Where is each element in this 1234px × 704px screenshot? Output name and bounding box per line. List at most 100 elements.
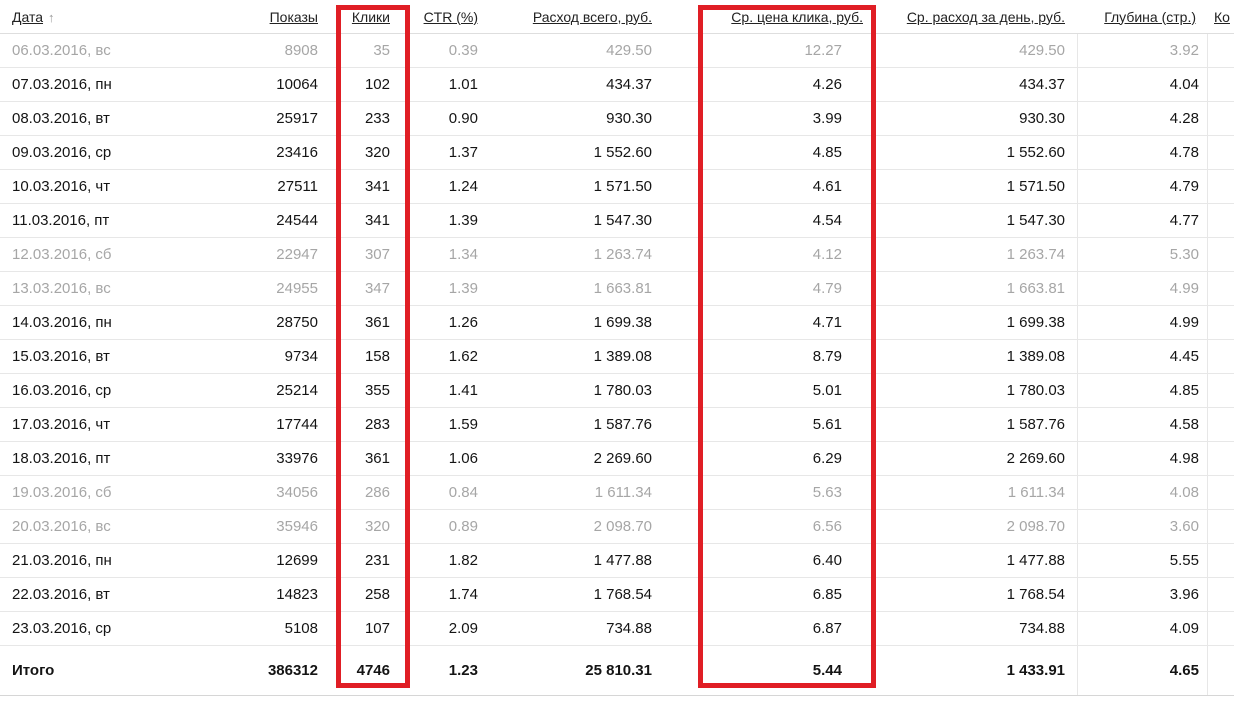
table-row: 11.03.2016, пт 24544 341 1.39 1 547.30 4…: [0, 204, 1234, 238]
column-sort-link-avg_cost_per_day[interactable]: Ср. расход за день, руб.: [906, 8, 1065, 25]
cell-avg-cost-per-day: 1 611.34: [1007, 484, 1065, 501]
cell-date: 10.03.2016, чт: [12, 178, 111, 195]
cell-depth: 4.99: [1077, 272, 1208, 305]
cell-clicks: 355: [364, 382, 390, 399]
cell-impressions: 35946: [276, 518, 318, 535]
table-row: 21.03.2016, пн 12699 231 1.82 1 477.88 6…: [0, 544, 1234, 578]
table-row: 09.03.2016, ср 23416 320 1.37 1 552.60 4…: [0, 136, 1234, 170]
cell-avg-cpc: 4.71: [812, 314, 842, 331]
cell-impressions: 33976: [276, 450, 318, 467]
column-header-clicks: Клики: [318, 9, 390, 25]
cell-avg-cost-per-day: 1 477.88: [1006, 552, 1065, 569]
column-sort-link-date[interactable]: Дата: [12, 8, 44, 25]
cell-ctr: 1.24: [448, 178, 478, 195]
cell-avg-cost-per-day: 1 552.60: [1006, 144, 1065, 161]
cell-cost-total: 734.88: [606, 620, 652, 637]
cell-cost-total: 1 547.30: [593, 212, 652, 229]
sort-ascending-icon: ↑: [48, 9, 55, 25]
table-row: 15.03.2016, вт 9734 158 1.62 1 389.08 8.…: [0, 340, 1234, 374]
cell-depth: 4.45: [1077, 340, 1208, 373]
column-header-cost_total: Расход всего, руб.: [478, 9, 652, 25]
column-header-truncated: Ко: [1208, 9, 1234, 25]
cell-impressions: 28750: [276, 314, 318, 331]
cell-avg-cost-per-day: 1 547.30: [1006, 212, 1065, 229]
cell-avg-cost-per-day: 1 263.74: [1006, 246, 1065, 263]
cell-date: 13.03.2016, вс: [12, 280, 111, 297]
table-row: 08.03.2016, вт 25917 233 0.90 930.30 3.9…: [0, 102, 1234, 136]
cell-ctr: 1.59: [448, 416, 478, 433]
cell-impressions: 22947: [276, 246, 318, 263]
cell-clicks: 361: [364, 450, 390, 467]
cell-date: 08.03.2016, вт: [12, 110, 110, 127]
cell-cost-total: 434.37: [606, 76, 652, 93]
cell-clicks: 320: [364, 144, 390, 161]
cell-avg-cost-per-day: 2 269.60: [1006, 450, 1065, 467]
cell-ctr: 1.06: [448, 450, 478, 467]
cell-avg-cpc: 4.85: [812, 144, 842, 161]
cell-impressions: 27511: [277, 178, 318, 195]
cell-totals-depth: 4.65: [1077, 646, 1208, 695]
cell-depth: 4.98: [1077, 442, 1208, 475]
cell-avg-cost-per-day: 1 768.54: [1006, 586, 1065, 603]
table-row: 14.03.2016, пн 28750 361 1.26 1 699.38 4…: [0, 306, 1234, 340]
cell-depth: 4.58: [1077, 408, 1208, 441]
cell-cost-total: 1 611.34: [594, 484, 652, 501]
cell-depth: 3.92: [1077, 34, 1208, 67]
cell-ctr: 1.26: [448, 314, 478, 331]
cell-cost-total: 2 269.60: [593, 450, 652, 467]
cell-depth: 4.09: [1077, 612, 1208, 645]
cell-depth: 4.85: [1077, 374, 1208, 407]
cell-depth: 4.28: [1077, 102, 1208, 135]
cell-clicks: 102: [364, 76, 390, 93]
table-row: 16.03.2016, ср 25214 355 1.41 1 780.03 5…: [0, 374, 1234, 408]
cell-impressions: 12699: [276, 552, 318, 569]
cell-cost-total: 1 780.03: [593, 382, 652, 399]
cell-impressions: 24955: [276, 280, 318, 297]
cell-impressions: 34056: [276, 484, 318, 501]
cell-cost-total: 1 389.08: [593, 348, 652, 365]
cell-avg-cost-per-day: 1 389.08: [1006, 348, 1065, 365]
column-sort-link-ctr[interactable]: CTR (%): [423, 8, 478, 25]
cell-clicks: 341: [364, 212, 390, 229]
cell-avg-cost-per-day: 734.88: [1019, 620, 1065, 637]
column-sort-link-depth[interactable]: Глубина (стр.): [1104, 8, 1196, 25]
cell-clicks: 286: [364, 484, 390, 501]
column-sort-link-truncated[interactable]: Ко: [1214, 8, 1230, 25]
cell-totals-clicks: 4746: [356, 662, 390, 679]
cell-clicks: 107: [364, 620, 390, 637]
cell-clicks: 35: [373, 42, 390, 59]
cell-ctr: 0.39: [448, 42, 478, 59]
table-row: 13.03.2016, вс 24955 347 1.39 1 663.81 4…: [0, 272, 1234, 306]
cell-avg-cpc: 8.79: [812, 348, 842, 365]
cell-avg-cpc: 3.99: [812, 110, 842, 127]
cell-avg-cost-per-day: 434.37: [1019, 76, 1065, 93]
column-sort-link-avg_cpc[interactable]: Ср. цена клика, руб.: [731, 8, 863, 25]
column-sort-link-impressions[interactable]: Показы: [269, 8, 318, 25]
table-row: 19.03.2016, сб 34056 286 0.84 1 611.34 5…: [0, 476, 1234, 510]
cell-avg-cpc: 4.12: [812, 246, 842, 263]
column-header-date: Дата ↑: [0, 9, 240, 25]
cell-clicks: 341: [364, 178, 390, 195]
cell-totals-impressions: 386312: [267, 662, 318, 679]
column-header-ctr: CTR (%): [390, 9, 478, 25]
column-sort-link-cost_total[interactable]: Расход всего, руб.: [532, 8, 652, 25]
cell-totals-label: Итого: [12, 662, 55, 679]
cell-date: 20.03.2016, вс: [12, 518, 111, 535]
column-header-depth: Глубина (стр.): [1077, 9, 1208, 25]
cell-date: 09.03.2016, ср: [12, 144, 112, 161]
cell-depth: 3.60: [1077, 510, 1208, 543]
cell-impressions: 23416: [276, 144, 318, 161]
cell-impressions: 25917: [276, 110, 318, 127]
cell-clicks: 233: [364, 110, 390, 127]
cell-cost-total: 2 098.70: [593, 518, 652, 535]
cell-clicks: 347: [364, 280, 390, 297]
cell-impressions: 8908: [284, 42, 318, 59]
cell-avg-cpc: 4.26: [812, 76, 842, 93]
column-sort-link-clicks[interactable]: Клики: [351, 8, 390, 25]
cell-date: 15.03.2016, вт: [12, 348, 110, 365]
table-row: 20.03.2016, вс 35946 320 0.89 2 098.70 6…: [0, 510, 1234, 544]
cell-date: 22.03.2016, вт: [12, 586, 110, 603]
cell-impressions: 9734: [284, 348, 318, 365]
cell-avg-cpc: 6.87: [812, 620, 842, 637]
